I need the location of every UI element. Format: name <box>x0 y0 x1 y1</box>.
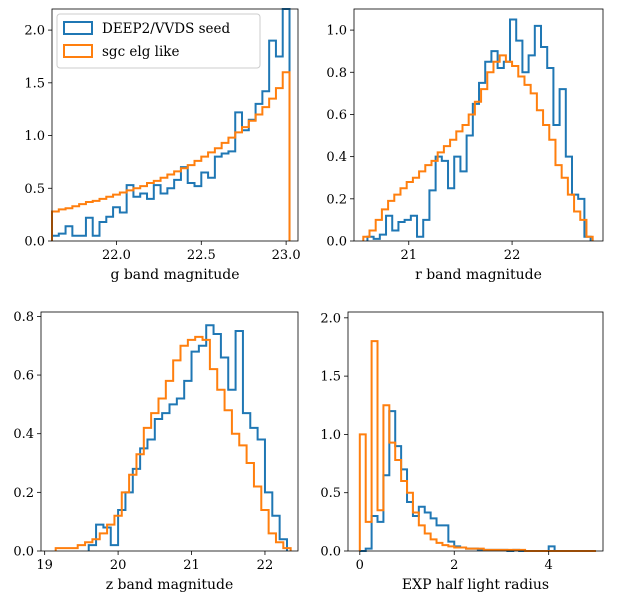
axes-frame <box>347 311 604 552</box>
y-tick-label: 0.8 <box>326 66 347 81</box>
panel-g-band: 22.0 22.5 23.0 0.0 0.5 1.0 1.5 2.0 g band magnit… <box>24 8 301 283</box>
y-tick-label: 0.2 <box>13 486 34 501</box>
x-tick-label: 22.0 <box>102 248 131 263</box>
x-tick-label: 20 <box>110 558 127 573</box>
y-tick-label: 0.0 <box>24 235 45 250</box>
legend: DEEP2/VVDS seed sgc elg like <box>56 13 261 69</box>
legend-swatch-sgc <box>63 44 93 58</box>
sgc-histogram-g-band <box>51 71 291 241</box>
y-tick-label: 1.0 <box>24 129 45 144</box>
x-axis-label: z band magnitude <box>106 577 234 593</box>
x-tick-label: 22 <box>257 558 274 573</box>
panel-z-band: 19 20 21 22 0.0 0.2 0.4 0.6 0.8 z band magnitude <box>13 310 299 593</box>
legend-box <box>56 13 261 69</box>
panel-r-band: 21 22 0.0 0.2 0.4 0.6 0.8 1.0 r band magnitude <box>326 8 604 283</box>
y-tick-label: 0.5 <box>320 486 341 501</box>
y-tick-label: 1.5 <box>24 76 45 91</box>
y-tick-label: 2.0 <box>24 24 45 39</box>
sgc-histogram-r-band <box>362 54 594 241</box>
x-axis-label: g band magnitude <box>110 267 239 283</box>
seed-histogram-r-band <box>366 18 592 241</box>
x-tick-label: 19 <box>36 558 53 573</box>
panel-exp-radius: 0 2 4 0.0 0.5 1.0 1.5 2.0 EXP half light radius <box>320 311 604 593</box>
x-tick-label: 4 <box>545 558 553 573</box>
y-tick-label: 1.0 <box>320 428 341 443</box>
y-tick-label: 0.4 <box>326 150 347 165</box>
sgc-histogram-z-band <box>54 335 292 551</box>
x-tick-label: 22 <box>504 248 521 263</box>
y-tick-label: 0.0 <box>320 545 341 560</box>
axes-frame <box>51 8 299 242</box>
x-tick-label: 21 <box>183 558 200 573</box>
legend-label-sgc: sgc elg like <box>102 44 179 60</box>
y-tick-label: 0.6 <box>13 369 34 384</box>
x-tick-label: 23.0 <box>272 248 301 263</box>
y-tick-label: 0.2 <box>326 192 347 207</box>
y-tick-label: 0.0 <box>13 545 34 560</box>
axes-frame <box>40 311 299 552</box>
y-tick-label: 1.0 <box>326 24 347 39</box>
x-tick-label: 0 <box>356 558 364 573</box>
legend-label-seed: DEEP2/VVDS seed <box>102 21 231 37</box>
y-tick-label: 0.6 <box>326 108 347 123</box>
y-tick-label: 0.0 <box>326 235 347 250</box>
y-tick-label: 0.4 <box>13 427 34 442</box>
legend-swatch-seed <box>63 21 93 35</box>
y-tick-label: 1.5 <box>320 370 341 385</box>
y-tick-label: 0.8 <box>13 310 34 325</box>
seed-histogram-g-band <box>51 8 291 241</box>
x-tick-label: 22.5 <box>187 248 216 263</box>
x-tick-label: 2 <box>450 558 458 573</box>
sgc-histogram-exp-radius <box>358 340 596 552</box>
seed-histogram-exp-radius <box>359 410 596 552</box>
x-tick-label: 21 <box>400 248 417 263</box>
x-axis-label: r band magnitude <box>415 267 542 283</box>
y-tick-label: 2.0 <box>320 311 341 326</box>
y-tick-label: 0.5 <box>24 182 45 197</box>
x-axis-label: EXP half light radius <box>402 577 549 593</box>
seed-histogram-z-band <box>87 324 288 551</box>
axes-frame <box>353 8 604 242</box>
